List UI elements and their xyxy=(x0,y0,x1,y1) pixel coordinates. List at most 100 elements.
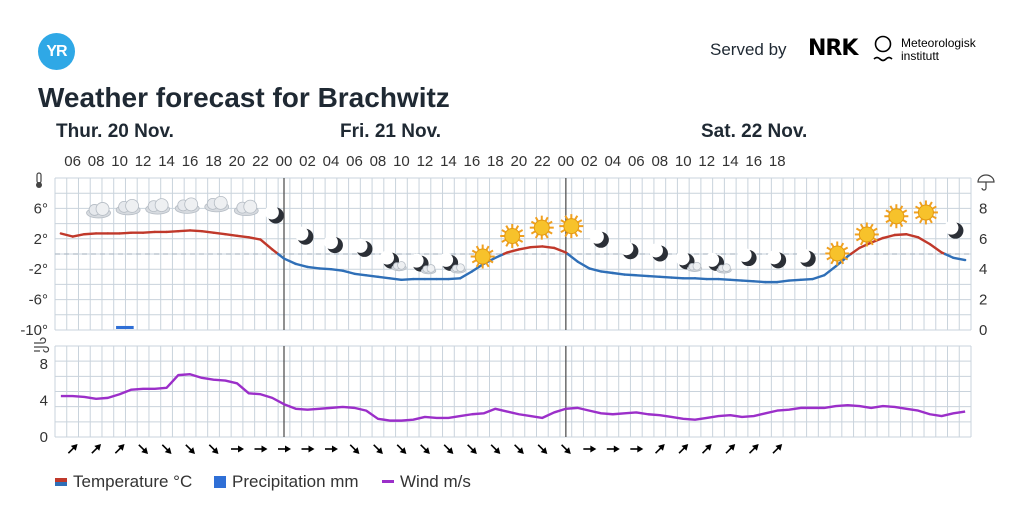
moon-icon xyxy=(767,250,787,269)
wind-arrow-icon xyxy=(725,444,736,454)
wind-arrow-head xyxy=(564,447,571,454)
temperature-segment xyxy=(752,280,767,284)
moon-cloud-icon xyxy=(380,250,407,272)
wind-icon-lines xyxy=(34,337,50,353)
sun-icon xyxy=(913,200,938,225)
hour-tick-label: 12 xyxy=(698,153,715,170)
precipitation-bar xyxy=(116,325,134,329)
temperature-segment xyxy=(59,232,74,238)
sun-icon xyxy=(470,244,495,269)
hour-tick-label: 18 xyxy=(205,153,222,170)
temperature-segment xyxy=(341,269,356,275)
legend-temperature-label: Temperature °C xyxy=(73,472,193,491)
temperature-segment xyxy=(811,274,826,281)
wind-arrow-head xyxy=(517,447,524,454)
precipitation-tick-label: 2 xyxy=(979,292,987,309)
hour-tick-label: 14 xyxy=(158,153,175,170)
temperature-segment xyxy=(224,233,239,237)
temperature-tick-label: -2° xyxy=(29,261,48,278)
wind-line xyxy=(60,373,966,422)
temperature-segment xyxy=(282,257,297,266)
wind-arrow-icon xyxy=(678,444,689,454)
temperature-segment xyxy=(623,273,638,277)
wind-arrow-head xyxy=(238,445,245,453)
temperature-segment xyxy=(576,260,591,270)
temperature-segment xyxy=(294,262,309,269)
wind-tick-label: 8 xyxy=(40,356,48,373)
wind-arrow-icon xyxy=(420,444,430,454)
legend-precipitation: Precipitation mm xyxy=(214,472,359,492)
wind-arrow-icon xyxy=(231,445,245,453)
sun-icon xyxy=(854,222,879,247)
moon-cut xyxy=(409,253,424,268)
wind-arrow-icon xyxy=(467,444,477,454)
temperature-segment xyxy=(552,246,568,254)
moon-icon xyxy=(264,205,284,224)
moon-cut xyxy=(648,243,663,258)
hour-tick-label: 06 xyxy=(346,153,363,170)
temperature-segment xyxy=(329,268,344,272)
temperature-segment xyxy=(566,252,579,263)
wind-arrow-head xyxy=(493,447,501,454)
thermometer-bulb xyxy=(36,182,42,188)
cloudy-icon xyxy=(86,202,111,219)
wind-arrow-icon xyxy=(349,444,360,454)
umbrella-canopy xyxy=(977,174,995,183)
umbrella-handle xyxy=(981,182,987,191)
temperature-segment xyxy=(588,267,603,273)
temperature-segment xyxy=(276,252,286,260)
precipitation-tick-label: 4 xyxy=(979,261,987,278)
temperature-tick-label: 2° xyxy=(34,231,48,248)
hour-tick-label: 16 xyxy=(745,153,762,170)
wind-arrow-head xyxy=(613,445,620,453)
wind-arrow-head xyxy=(94,444,102,451)
wind-arrow-head xyxy=(728,444,736,451)
hour-tick-label: 18 xyxy=(769,153,786,170)
temperature-segment xyxy=(200,229,215,234)
wind-tick-label: 0 xyxy=(40,429,48,446)
cloud-puff xyxy=(95,202,110,216)
cloud-puff xyxy=(184,197,199,212)
wind-arrow-icon xyxy=(91,444,102,454)
wind-arrow-icon xyxy=(561,444,571,454)
temperature-segment xyxy=(740,279,755,283)
wind-arrow-icon xyxy=(396,444,407,454)
temperature-tick-label: -6° xyxy=(29,292,48,309)
wind-arrow-icon xyxy=(630,445,644,453)
wind-arrow-icon xyxy=(67,444,78,454)
hour-tick-label: 12 xyxy=(135,153,152,170)
temperature-segment xyxy=(881,233,896,240)
temperature-segment xyxy=(177,229,192,233)
temperature-segment xyxy=(541,245,556,250)
moon-cloud-icon xyxy=(439,252,466,274)
precipitation-tick-label: 8 xyxy=(979,200,987,217)
day-label-sat: Sat. 22 Nov. xyxy=(701,121,808,142)
hour-tick-label: 12 xyxy=(417,153,434,170)
cloud-puff xyxy=(213,195,228,210)
temperature-segment xyxy=(787,278,802,282)
temperature-segment xyxy=(611,271,626,276)
sun-icon xyxy=(500,224,525,248)
hour-tick-label: 22 xyxy=(252,153,269,170)
wind-arrow-head xyxy=(308,445,315,453)
wind-arrow-head xyxy=(211,447,219,454)
temperature-segment xyxy=(529,245,544,249)
moon-cut xyxy=(737,248,752,263)
temperature-segment xyxy=(635,274,650,278)
hour-tick-label: 08 xyxy=(370,153,387,170)
hour-tick-label: 06 xyxy=(64,153,81,170)
wind-arrow-icon xyxy=(161,444,172,454)
hour-tick-label: 00 xyxy=(558,153,575,170)
cloudy-icon xyxy=(204,195,230,213)
temperature-segment xyxy=(400,277,415,282)
wind-arrow-head xyxy=(141,447,149,454)
wind-arrow-icon xyxy=(606,445,620,453)
wind-arrow-head xyxy=(285,445,291,453)
wind-arrow-icon xyxy=(583,445,597,453)
cloud-puff xyxy=(125,198,139,213)
temperature-segment xyxy=(83,232,98,236)
thermometer-stem xyxy=(36,172,42,184)
wind-arrow-icon xyxy=(537,444,548,454)
temperature-segment xyxy=(306,265,321,270)
